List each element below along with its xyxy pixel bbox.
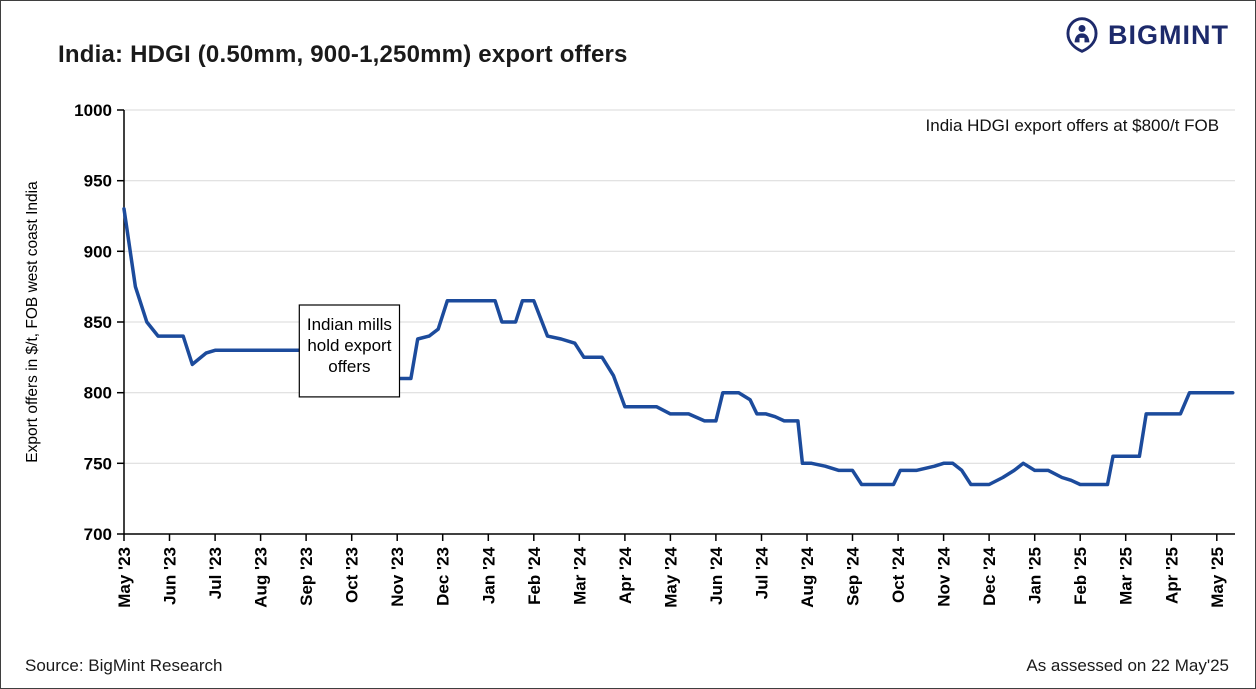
- svg-text:Jan '24: Jan '24: [479, 546, 498, 604]
- svg-text:Dec '23: Dec '23: [434, 547, 453, 606]
- svg-text:India HDGI export offers at $8: India HDGI export offers at $800/t FOB: [926, 116, 1220, 135]
- bigmint-logo-icon: [1066, 17, 1098, 53]
- footer: Source: BigMint Research As assessed on …: [1, 656, 1255, 676]
- svg-text:May '24: May '24: [661, 546, 680, 607]
- svg-text:Jun '24: Jun '24: [707, 546, 726, 604]
- svg-text:750: 750: [84, 454, 112, 473]
- svg-text:800: 800: [84, 384, 112, 403]
- svg-text:Apr '25: Apr '25: [1162, 547, 1181, 604]
- svg-text:Aug '24: Aug '24: [798, 546, 817, 607]
- svg-text:Export offers in $/t, FOB west: Export offers in $/t, FOB west coast Ind…: [24, 181, 41, 463]
- svg-text:May '25: May '25: [1208, 547, 1227, 608]
- svg-text:Mar '25: Mar '25: [1117, 547, 1136, 605]
- page-title: India: HDGI (0.50mm, 900-1,250mm) export…: [58, 41, 628, 68]
- svg-text:Jul '24: Jul '24: [753, 546, 772, 599]
- svg-text:offers: offers: [328, 357, 370, 376]
- svg-text:Sep '24: Sep '24: [844, 546, 863, 605]
- header: India: HDGI (0.50mm, 900-1,250mm) export…: [1, 1, 1255, 95]
- source-note: Source: BigMint Research: [25, 656, 223, 675]
- svg-text:Jan '25: Jan '25: [1026, 547, 1045, 604]
- svg-text:Aug '23: Aug '23: [252, 547, 271, 608]
- svg-text:1000: 1000: [74, 101, 112, 120]
- svg-text:Sep '23: Sep '23: [297, 547, 316, 606]
- svg-text:Nov '24: Nov '24: [935, 546, 954, 606]
- chart-svg: 700 750 800 850 900 950 1000 May '23 Jun '23 Jul …: [24, 101, 1235, 608]
- svg-text:700: 700: [84, 525, 112, 544]
- svg-text:Oct '23: Oct '23: [343, 547, 362, 603]
- svg-text:hold export: hold export: [307, 336, 391, 355]
- svg-text:Dec '24: Dec '24: [980, 546, 999, 605]
- svg-text:950: 950: [84, 172, 112, 191]
- svg-text:Mar '24: Mar '24: [570, 546, 589, 604]
- assessment-date: As assessed on 22 May'25: [1026, 656, 1229, 675]
- svg-text:Indian mills: Indian mills: [307, 315, 392, 334]
- svg-text:Oct '24: Oct '24: [889, 546, 908, 603]
- svg-text:900: 900: [84, 242, 112, 261]
- svg-text:May '23: May '23: [115, 547, 134, 608]
- svg-text:Jul '23: Jul '23: [206, 547, 225, 599]
- svg-text:850: 850: [84, 313, 112, 332]
- svg-text:Feb '25: Feb '25: [1071, 547, 1090, 605]
- svg-text:Feb '24: Feb '24: [525, 546, 544, 604]
- svg-text:Jun '23: Jun '23: [161, 547, 180, 605]
- bigmint-logo-text: BIGMINT: [1108, 19, 1229, 50]
- bigmint-logo: BIGMINT: [1064, 17, 1229, 53]
- svg-text:Nov '23: Nov '23: [388, 547, 407, 607]
- svg-text:Apr '24: Apr '24: [616, 546, 635, 603]
